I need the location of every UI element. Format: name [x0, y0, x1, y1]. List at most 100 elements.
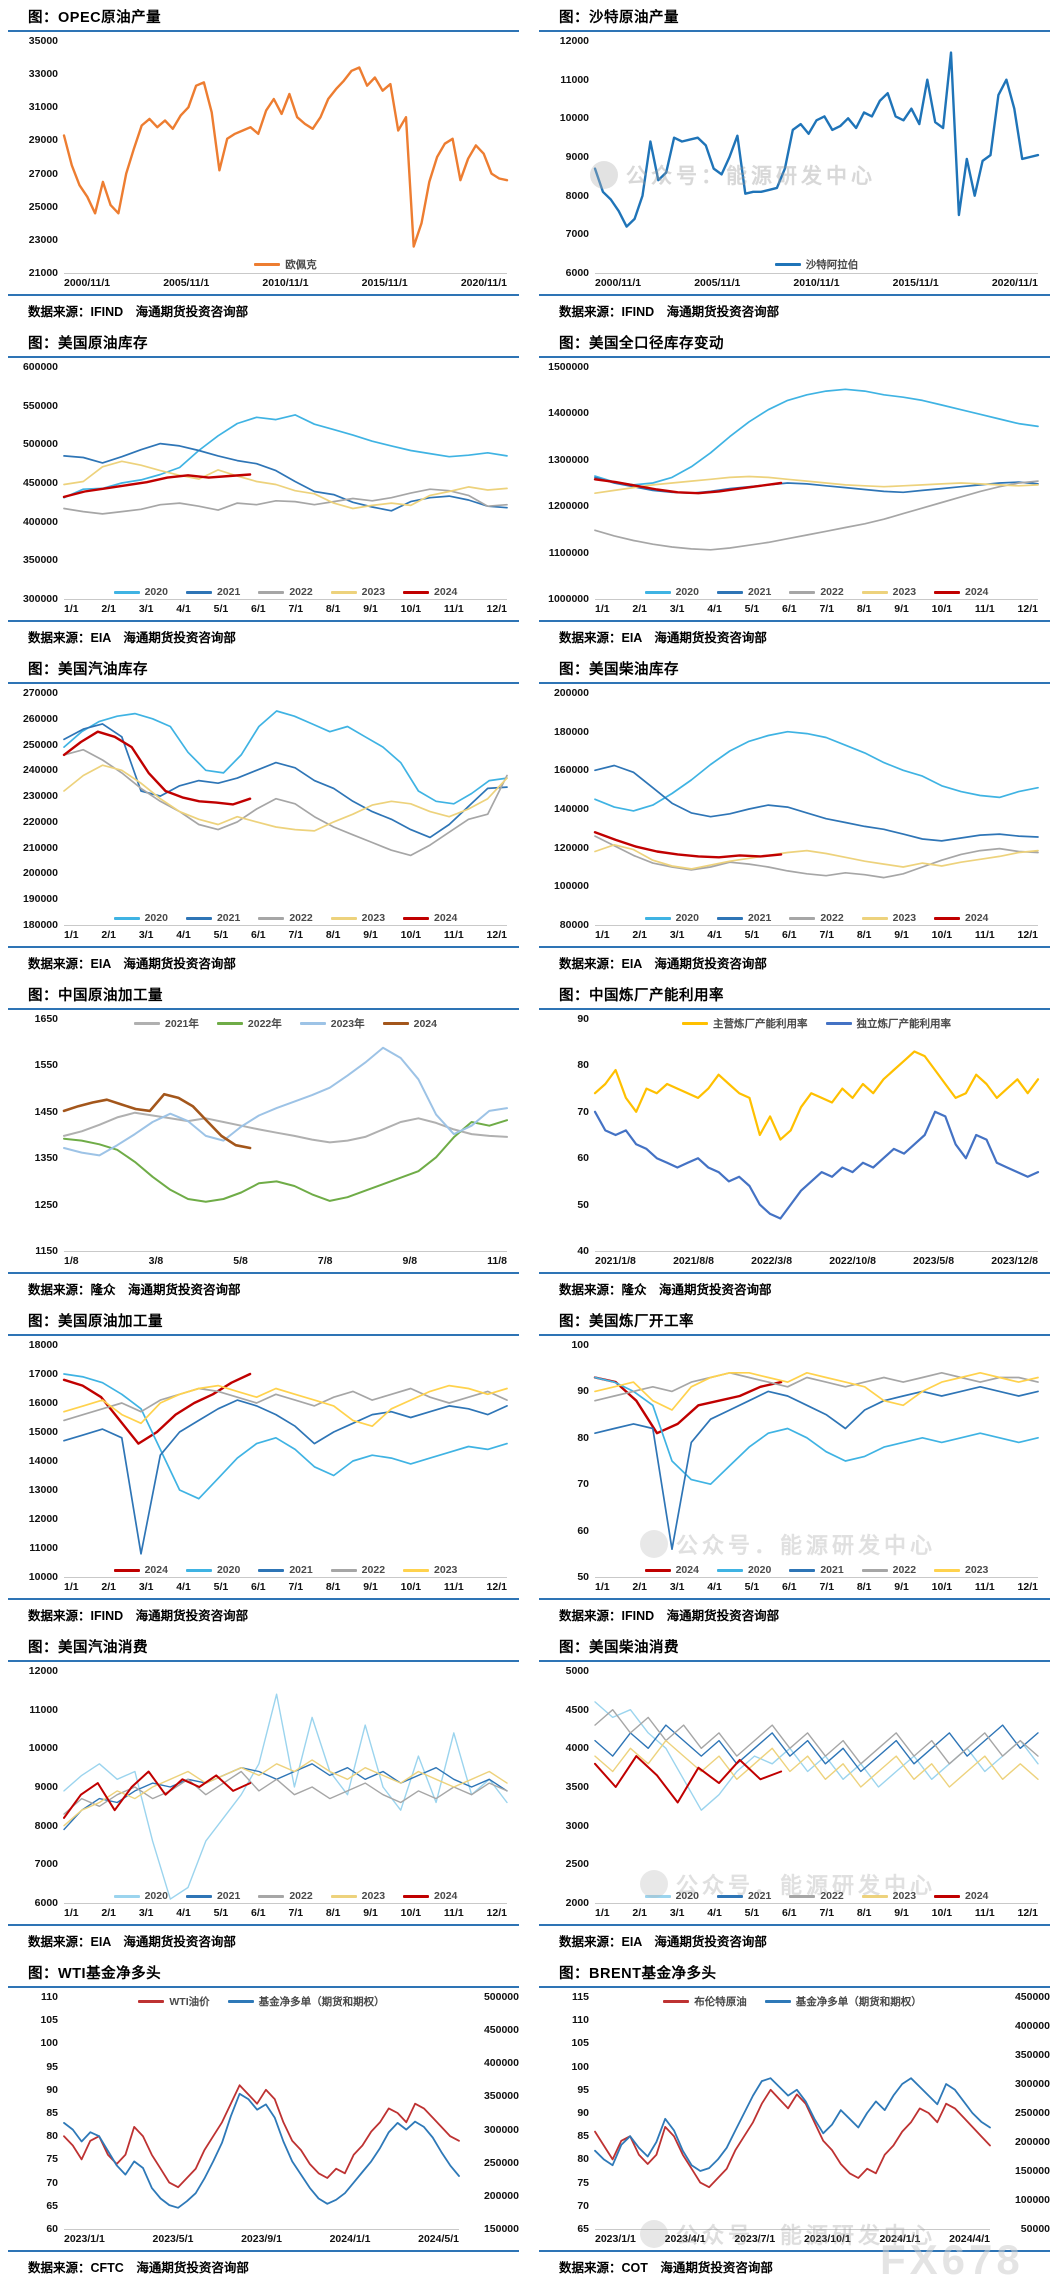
x-tick-label: 2024/4/1	[949, 2233, 990, 2245]
watermark-text: 公众号．能源研发中心	[676, 1873, 937, 1898]
chart-title: 图：美国汽油库存	[8, 656, 519, 684]
y-tick-label: 1550	[34, 1059, 58, 1072]
y-tick-label: 90	[46, 2083, 58, 2096]
series-line	[63, 2092, 460, 2209]
y-tick-label: 120000	[553, 841, 589, 854]
watermark: 公众号．能源研发中心	[640, 1868, 936, 1900]
x-tick-label: 7/1	[288, 1581, 304, 1593]
x-tick-label: 9/1	[363, 603, 378, 615]
y-tick-label: 60	[577, 1152, 589, 1165]
series-line	[63, 2084, 460, 2189]
x-axis-labels: 2021/1/8 2021/8/8 2022/3/8 2022/10/8 2023/5/…	[539, 1253, 1050, 1269]
series-line	[63, 1387, 508, 1422]
x-tick-label: 3/8	[148, 1255, 164, 1267]
chart-lines	[593, 388, 1039, 551]
x-tick-label: 11/1	[443, 1907, 464, 1919]
x-tick-label: 2021/1/8	[595, 1255, 636, 1267]
x-tick-label: 11/8	[487, 1255, 507, 1267]
chart-cell: 图：WTI基金净多头 WTI油价 基金净多单（期货和期权） 110 105 100 95…	[0, 1956, 531, 2282]
y-tick-label: 350000	[483, 2090, 519, 2103]
chart-lines	[594, 2077, 991, 2189]
y-tick-label: 11000	[29, 1542, 58, 1554]
y-tick-label: 75	[46, 2153, 58, 2166]
x-tick-label: 9/1	[363, 1581, 378, 1593]
x-tick-label: 2022/3/8	[751, 1255, 793, 1267]
y-tick-label: 350000	[22, 554, 58, 567]
x-tick-label: 8/1	[325, 1907, 341, 1919]
x-tick-label: 2005/11/1	[163, 277, 210, 289]
y-tick-label: 25000	[28, 200, 58, 213]
y-tick-label: 60	[46, 2223, 58, 2235]
y-tick-label: 13000	[28, 1484, 58, 1496]
y-tick-label: 115	[572, 1991, 589, 2003]
series-line	[62, 66, 509, 248]
chart-lines	[63, 1693, 508, 1900]
x-tick-label: 5/1	[744, 603, 760, 615]
x-tick-label: 3/1	[138, 603, 154, 615]
x-tick-label: 4/1	[176, 1581, 191, 1593]
x-tick-label: 6/1	[251, 603, 266, 615]
x-tick-label: 8/1	[856, 1907, 872, 1919]
y-tick-label: 150000	[483, 2223, 519, 2235]
x-tick-label: 10/1	[931, 929, 953, 941]
y-tick-label: 8000	[34, 1819, 58, 1832]
series-line	[594, 2088, 991, 2189]
x-tick-label: 6/1	[782, 1907, 797, 1919]
x-tick-label: 2023/5/8	[913, 1255, 955, 1267]
chart-area: 2020 2021 2022 2023 2024 1500000 1400000 13000…	[539, 358, 1050, 605]
x-tick-label: 5/8	[233, 1255, 248, 1267]
y-tick-label: 2000	[565, 1897, 589, 1909]
chart-cell: 图：中国炼厂产能利用率 主营炼厂产能利用率 独立炼厂产能利用率 90 80 70 60 5…	[531, 978, 1062, 1304]
chart-lines	[62, 710, 508, 857]
y-tick-label: 6000	[34, 1897, 58, 1909]
series-line	[594, 1739, 1039, 1788]
data-source: 数据来源：CFTC 海通期货投资咨询部	[8, 2250, 519, 2282]
y-tick-label: 200000	[22, 867, 58, 880]
chart-cell: 图：美国柴油消费 2020 2021 2022 2023 2024 5000 4500 40…	[531, 1630, 1062, 1956]
y-tick-label: 80	[577, 1059, 589, 1072]
y-tick-label: 100	[571, 1339, 589, 1351]
chart-cell: 图：OPEC原油产量 欧佩克 35000 33000 31000 29000 27000…	[0, 0, 531, 326]
x-tick-label: 4/1	[707, 1907, 722, 1919]
data-source: 数据来源：EIA 海通期货投资咨询部	[8, 620, 519, 652]
y-tick-label: 230000	[22, 790, 58, 803]
x-tick-label: 10/1	[400, 603, 422, 615]
y-tick-label: 1000000	[548, 593, 589, 605]
plot-area: 2021年 2022年 2023年 2024	[62, 1018, 508, 1252]
x-tick-label: 2015/11/1	[892, 277, 939, 289]
y-tick-label: 450000	[1014, 1991, 1050, 2003]
x-tick-label: 6/1	[251, 929, 266, 941]
x-tick-label: 3/1	[669, 603, 685, 615]
plot-area: 2020 2021 2022 2023 2024	[593, 693, 1039, 926]
x-tick-label: 2/1	[101, 929, 117, 941]
series-line	[594, 1709, 1039, 1765]
x-tick-label: 6/1	[782, 603, 797, 615]
x-tick-label: 12/1	[1017, 603, 1038, 615]
x-tick-label: 4/1	[707, 1581, 722, 1593]
y-tick-label: 180000	[22, 919, 58, 931]
x-tick-label: 1/1	[595, 1581, 610, 1593]
x-axis-labels: 2023/1/1 2023/4/1 2023/7/1 2023/10/1 2024/1/…	[539, 2231, 1050, 2247]
series-line	[593, 51, 1040, 228]
y-tick-label: 250000	[483, 2156, 519, 2169]
chart-title: 图：美国柴油消费	[539, 1634, 1050, 1662]
x-tick-label: 9/1	[894, 929, 909, 941]
chart-title: 图：沙特原油产量	[539, 4, 1050, 32]
series-line	[63, 1384, 508, 1428]
y-tick-label: 1100000	[548, 546, 589, 559]
plot-area: WTI油价 基金净多单（期货和期权）	[63, 1996, 460, 2230]
x-tick-label: 12/1	[486, 1907, 507, 1919]
x-tick-label: 10/1	[400, 1907, 422, 1919]
chart-lines	[62, 66, 509, 248]
x-axis-labels: 1/8 3/8 5/8 7/8 9/8 11/8	[8, 1253, 519, 1269]
x-tick-label: 7/1	[819, 929, 835, 941]
series-line	[62, 730, 252, 806]
x-tick-label: 5/1	[744, 929, 760, 941]
chart-area: 2020 2021 2022 2023 2024 200000 180000 160000 1…	[539, 684, 1050, 931]
y-tick-label: 5000	[565, 1665, 589, 1677]
x-tick-label: 11/1	[443, 1581, 464, 1593]
x-tick-label: 2/1	[632, 1907, 648, 1919]
series-line	[594, 1755, 783, 1804]
series-line	[593, 1376, 783, 1435]
chart-area: 2021年 2022年 2023年 2024 1650 1550 1450 1350 1250…	[8, 1010, 519, 1257]
